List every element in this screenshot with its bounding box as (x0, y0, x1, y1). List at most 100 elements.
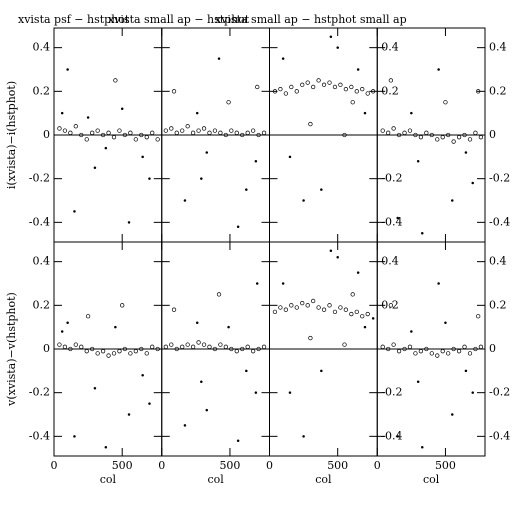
point (79, 344, 84, 349)
point (174, 130, 179, 135)
point (207, 130, 212, 135)
point (451, 346, 456, 352)
point (171, 307, 177, 312)
point (478, 344, 484, 349)
y-tick-label: -0.2 (381, 386, 402, 399)
point (410, 330, 413, 333)
point (316, 78, 321, 83)
point (342, 132, 347, 138)
point (332, 309, 338, 315)
y-tick-label: -0.4 (489, 429, 510, 442)
point (95, 128, 100, 133)
point (349, 84, 354, 90)
point (437, 282, 440, 285)
point (402, 130, 407, 135)
point (354, 309, 359, 315)
point (100, 132, 106, 138)
point (180, 344, 185, 349)
point (356, 68, 360, 71)
point (245, 130, 250, 135)
point (371, 89, 376, 94)
point (93, 166, 97, 170)
point (218, 342, 223, 347)
point (150, 130, 155, 135)
point (250, 349, 256, 354)
point (120, 107, 124, 111)
point (128, 351, 133, 356)
point (236, 439, 240, 442)
point (302, 199, 305, 202)
point (278, 86, 283, 92)
point (169, 342, 174, 347)
point (467, 137, 473, 142)
point (363, 111, 367, 115)
point (163, 344, 168, 349)
point (57, 342, 62, 347)
point (216, 292, 222, 297)
point (380, 128, 385, 133)
point (226, 100, 231, 105)
point (413, 132, 418, 138)
x-tick-label: 500 (435, 459, 456, 472)
point (283, 307, 289, 312)
point (190, 130, 196, 135)
point (413, 351, 418, 356)
point (114, 325, 117, 329)
point (435, 137, 440, 142)
point (338, 82, 343, 87)
point (150, 344, 155, 349)
point (217, 57, 221, 60)
point (300, 82, 305, 87)
point (240, 132, 245, 138)
panel-title: xvista small ap − hstphot small ap (215, 13, 407, 26)
point (336, 256, 339, 259)
point (234, 349, 239, 354)
x-tick-label: 0 (266, 459, 273, 472)
point (308, 335, 313, 341)
point (84, 349, 89, 354)
point (84, 137, 89, 142)
point (141, 155, 144, 159)
point (236, 225, 240, 228)
point (234, 130, 239, 135)
point (429, 132, 434, 138)
point (462, 132, 467, 138)
y-tick-label: 0.2 (33, 84, 51, 97)
point (451, 139, 456, 144)
point (169, 126, 174, 131)
point (418, 135, 424, 140)
point (327, 80, 332, 85)
point (148, 177, 151, 180)
y-tick-label: 0.4 (489, 255, 507, 268)
y-tick-label: 0.4 (381, 41, 399, 54)
point (421, 232, 424, 235)
point (471, 391, 474, 394)
point (371, 317, 375, 320)
y-tick-label: 0.2 (489, 298, 507, 311)
point (388, 78, 394, 83)
point (421, 446, 424, 449)
point (104, 446, 108, 449)
point (104, 146, 108, 150)
point (360, 314, 365, 319)
point (464, 151, 468, 154)
point (250, 128, 256, 133)
point (342, 342, 347, 347)
y-tick-label: -0.4 (381, 429, 402, 442)
point (329, 249, 333, 252)
point (440, 135, 445, 140)
y-tick-label: 0.2 (381, 84, 399, 97)
point (122, 346, 128, 352)
point (294, 305, 299, 310)
point (205, 151, 209, 154)
point (100, 349, 106, 354)
y-tick-label: 0 (489, 342, 496, 355)
point (261, 130, 267, 135)
point (174, 346, 179, 352)
point (478, 135, 484, 140)
y-tick-label: -0.2 (29, 172, 50, 185)
point (93, 387, 97, 390)
point (122, 132, 128, 138)
y-tick-label: 0.2 (33, 298, 51, 311)
point (289, 84, 294, 90)
